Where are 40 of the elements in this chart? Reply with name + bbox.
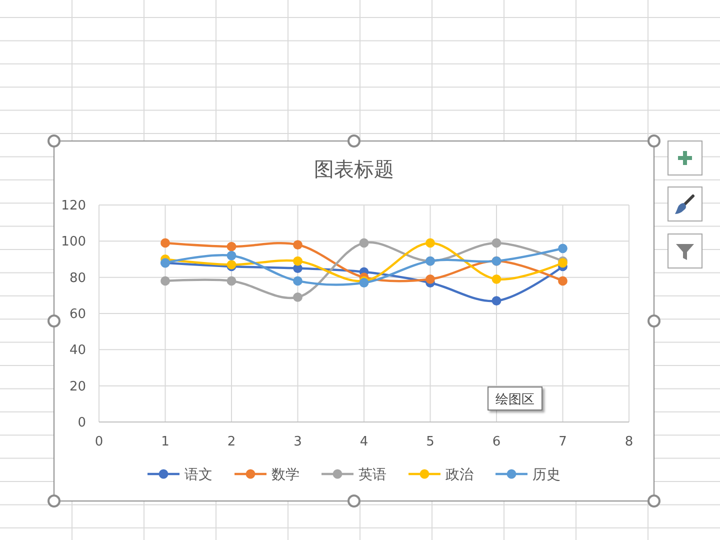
x-tick-label: 5 [426, 434, 434, 450]
y-tick-label: 0 [78, 416, 86, 431]
x-tick-label: 3 [294, 434, 302, 450]
point [160, 276, 170, 286]
y-tick-label: 80 [69, 270, 86, 286]
x-tick-label: 1 [161, 434, 170, 450]
point [293, 292, 302, 302]
x-tick-label: 2 [227, 434, 236, 450]
point [226, 276, 236, 286]
point [492, 238, 502, 248]
point [293, 240, 302, 250]
chart-title: 图表标题 [314, 157, 394, 181]
x-tick-label: 8 [624, 434, 634, 450]
x-tick-label: 6 [492, 434, 501, 450]
point [492, 296, 502, 306]
y-tick-label: 20 [69, 379, 86, 394]
y-tick-label: 100 [61, 234, 86, 250]
y-tick-label: 120 [61, 198, 86, 214]
legend-label: 政治 [446, 466, 474, 483]
annotation: 绘图区 [496, 392, 534, 408]
point [293, 256, 302, 266]
legend-label: 数学 [272, 466, 300, 483]
point [426, 238, 435, 248]
x-tick-label: 0 [94, 434, 104, 450]
point [426, 274, 435, 284]
x-tick-label: 4 [360, 434, 368, 450]
legend-label: 英语 [358, 466, 386, 483]
point [359, 238, 369, 248]
point [226, 250, 236, 260]
point [558, 244, 568, 254]
point [492, 274, 502, 284]
point [293, 276, 302, 286]
y-tick-label: 60 [69, 307, 86, 322]
point [226, 242, 236, 252]
x-tick-label: 7 [558, 434, 567, 450]
legend-label: 语文 [184, 466, 212, 483]
point [558, 276, 568, 286]
legend-label: 历史 [532, 466, 560, 483]
y-tick-label: 40 [69, 343, 86, 358]
point [160, 238, 170, 248]
